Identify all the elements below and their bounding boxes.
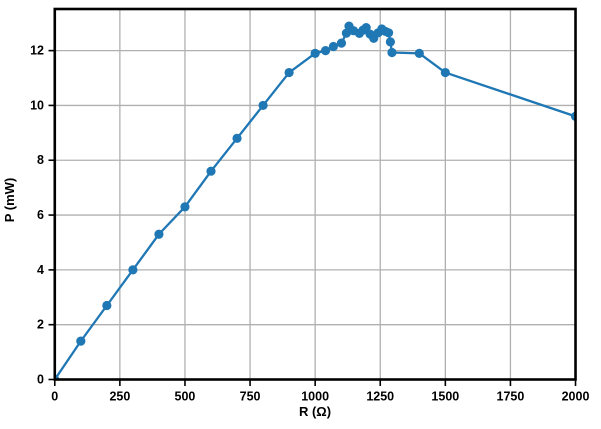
svg-text:10: 10: [30, 98, 44, 112]
svg-text:1500: 1500: [431, 390, 459, 404]
svg-text:1750: 1750: [497, 390, 525, 404]
svg-text:8: 8: [37, 153, 44, 167]
svg-text:0: 0: [51, 390, 58, 404]
svg-text:R (Ω): R (Ω): [299, 404, 331, 419]
svg-text:6: 6: [37, 208, 44, 222]
svg-text:1000: 1000: [301, 390, 329, 404]
svg-text:1250: 1250: [366, 390, 394, 404]
svg-text:250: 250: [109, 390, 130, 404]
svg-text:2: 2: [37, 318, 44, 332]
svg-text:P (mW): P (mW): [2, 178, 17, 223]
svg-text:0: 0: [37, 373, 44, 387]
svg-text:750: 750: [240, 390, 261, 404]
svg-text:2000: 2000: [562, 390, 590, 404]
svg-text:4: 4: [37, 263, 44, 277]
svg-text:12: 12: [30, 44, 44, 58]
svg-text:500: 500: [175, 390, 196, 404]
